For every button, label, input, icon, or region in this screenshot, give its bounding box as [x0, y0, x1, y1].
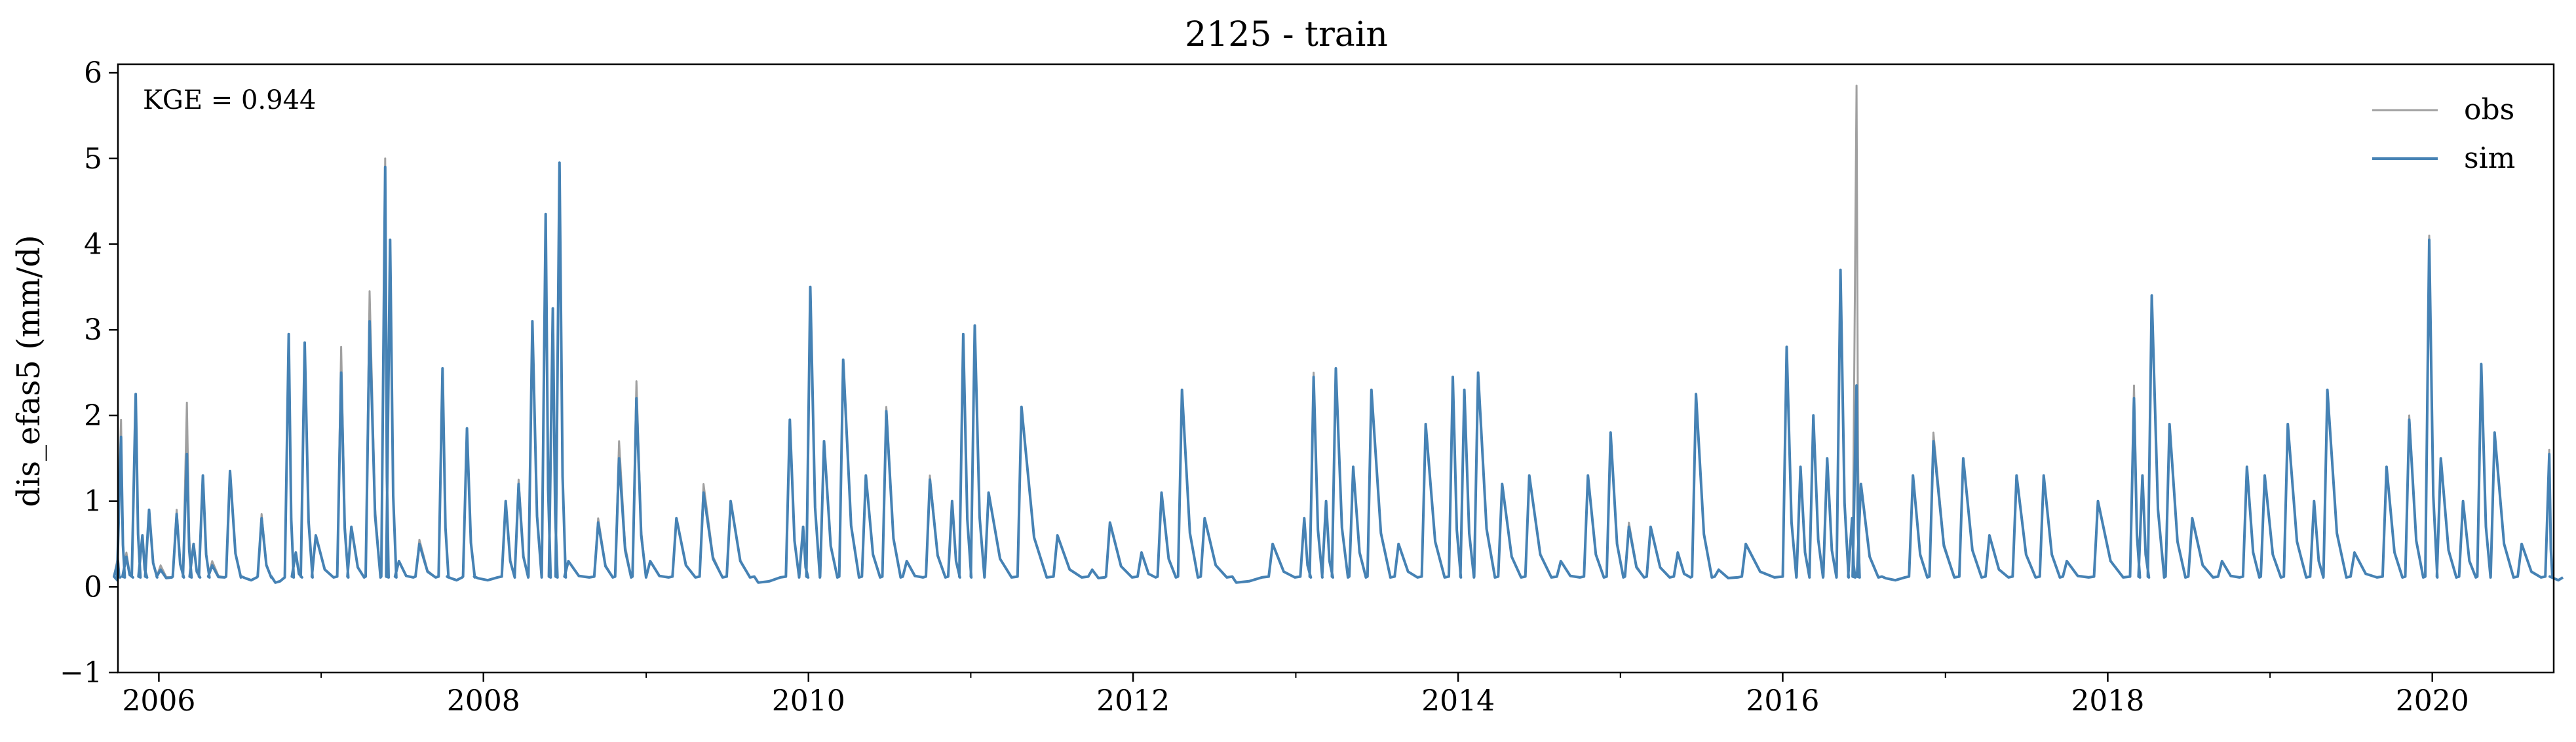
y-axis: −1 0 1 2 3 4 5 6 [60, 56, 118, 690]
series-line-sim [113, 161, 2564, 584]
series-line-obs [113, 85, 2564, 584]
x-tick-label: 2012 [1096, 684, 1170, 718]
x-tick-label: 2020 [2396, 684, 2469, 718]
legend-label-sim: sim [2464, 142, 2515, 175]
y-tick-label: 4 [84, 227, 102, 261]
plot-area-frame [117, 63, 2555, 674]
y-tick-label: 1 [84, 485, 102, 518]
x-tick-label: 2008 [447, 684, 520, 718]
y-tick-label: 6 [84, 56, 102, 90]
legend-label-obs: obs [2464, 93, 2514, 127]
x-axis: 2006 2008 2010 2012 2014 2016 2018 2020 [122, 673, 2469, 718]
x-tick-label: 2010 [772, 684, 845, 718]
x-tick-label: 2016 [1746, 684, 1819, 718]
x-tick-label: 2006 [122, 684, 195, 718]
y-tick-label: 3 [84, 313, 102, 347]
y-axis-label: dis_efas5 (mm/d) [10, 235, 47, 507]
y-tick-label: 0 [84, 570, 102, 604]
y-tick-label: 5 [84, 142, 102, 176]
x-tick-label: 2018 [2071, 684, 2144, 718]
y-tick-label: 2 [84, 399, 102, 433]
chart-title: 2125 - train [1185, 15, 1388, 54]
y-tick-label: −1 [60, 656, 102, 690]
kge-annotation: KGE = 0.944 [143, 85, 317, 115]
series-layer [113, 85, 2564, 584]
x-tick-label: 2014 [1421, 684, 1495, 718]
legend: obs sim [2372, 93, 2515, 175]
